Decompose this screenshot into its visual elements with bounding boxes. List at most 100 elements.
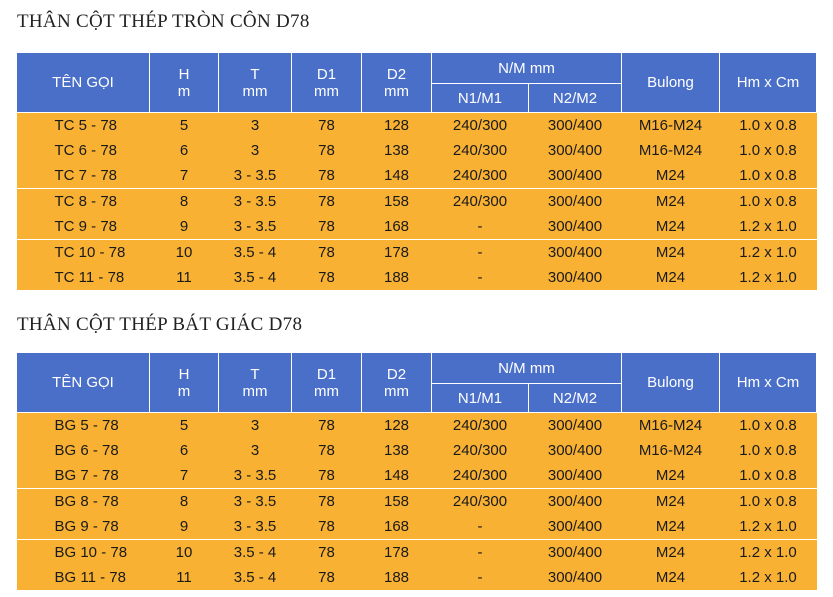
cell-d1: 78 <box>291 565 362 590</box>
cell-hmcm: 1.0 x 0.8 <box>719 112 817 138</box>
cell-n2m2: 300/400 <box>528 214 622 240</box>
cell-d1: 78 <box>291 488 362 514</box>
cell-h: 5 <box>149 412 219 438</box>
cell-d1: 78 <box>291 112 362 138</box>
table-row: BG 10 - 78 10 3.5 - 4 78 178 - 300/400 M… <box>16 539 817 565</box>
cell-d2: 188 <box>361 565 432 590</box>
cell-n1m1: 240/300 <box>431 438 529 463</box>
cell-bulong: M24 <box>621 239 720 265</box>
header-h-unit: m <box>177 382 191 400</box>
cell-h: 10 <box>149 539 219 565</box>
cell-hmcm: 1.0 x 0.8 <box>719 163 817 189</box>
cell-bulong: M24 <box>621 565 720 590</box>
cell-h: 9 <box>149 214 219 240</box>
cell-hmcm: 1.0 x 0.8 <box>719 188 817 214</box>
cell-d2: 168 <box>361 214 432 240</box>
table-row: BG 9 - 78 9 3 - 3.5 78 168 - 300/400 M24… <box>16 514 817 540</box>
header-d1-unit: mm <box>314 82 339 100</box>
header-t-unit: mm <box>242 82 268 100</box>
header-d2-unit: mm <box>384 382 409 400</box>
cell-n2m2: 300/400 <box>528 565 622 590</box>
cell-bulong: M24 <box>621 463 720 489</box>
cell-d2: 128 <box>361 412 432 438</box>
cell-h: 11 <box>149 265 219 290</box>
cell-bulong: M24 <box>621 539 720 565</box>
cell-n1m1: 240/300 <box>431 188 529 214</box>
cell-bulong: M16-M24 <box>621 412 720 438</box>
cell-d2: 148 <box>361 163 432 189</box>
cell-n1m1: - <box>431 239 529 265</box>
cell-d2: 168 <box>361 514 432 540</box>
header-t-label: T <box>250 365 260 383</box>
cell-t: 3 - 3.5 <box>218 514 292 540</box>
cell-n2m2: 300/400 <box>528 463 622 489</box>
header-bulong: Bulong <box>621 352 720 413</box>
cell-n2m2: 300/400 <box>528 412 622 438</box>
cell-hmcm: 1.2 x 1.0 <box>719 539 817 565</box>
cell-n2m2: 300/400 <box>528 138 622 163</box>
header-t-unit: mm <box>242 382 268 400</box>
header-hmcm: Hm x Cm <box>719 52 817 113</box>
cell-name: BG 11 - 78 <box>16 565 150 590</box>
cell-bulong: M24 <box>621 214 720 240</box>
table-row: BG 6 - 78 6 3 78 138 240/300 300/400 M16… <box>16 438 817 463</box>
cell-hmcm: 1.0 x 0.8 <box>719 463 817 489</box>
cell-d1: 78 <box>291 412 362 438</box>
cell-name: BG 6 - 78 <box>16 438 150 463</box>
cell-name: BG 5 - 78 <box>16 412 150 438</box>
cell-name: BG 7 - 78 <box>16 463 150 489</box>
cell-d2: 158 <box>361 488 432 514</box>
cell-name: TC 7 - 78 <box>16 163 150 189</box>
header-name: TÊN GỌI <box>16 52 150 113</box>
header-d1-unit: mm <box>314 382 339 400</box>
header-d2-unit: mm <box>384 82 409 100</box>
cell-h: 7 <box>149 163 219 189</box>
header-t-label: T <box>250 65 260 83</box>
cell-h: 8 <box>149 188 219 214</box>
cell-n1m1: 240/300 <box>431 112 529 138</box>
cell-n2m2: 300/400 <box>528 163 622 189</box>
cell-hmcm: 1.0 x 0.8 <box>719 438 817 463</box>
cell-name: BG 9 - 78 <box>16 514 150 540</box>
cell-n1m1: - <box>431 265 529 290</box>
header-n2m2: N2/M2 <box>528 83 622 113</box>
header-h-label: H <box>178 365 190 383</box>
header-hmcm: Hm x Cm <box>719 352 817 413</box>
header-d1: D1 mm <box>291 52 362 113</box>
table-row: TC 8 - 78 8 3 - 3.5 78 158 240/300 300/4… <box>16 188 817 214</box>
cell-d2: 178 <box>361 239 432 265</box>
cell-d2: 138 <box>361 138 432 163</box>
cell-t: 3 - 3.5 <box>218 214 292 240</box>
cell-d2: 148 <box>361 463 432 489</box>
cell-d1: 78 <box>291 163 362 189</box>
cell-t: 3.5 - 4 <box>218 265 292 290</box>
cell-d2: 138 <box>361 438 432 463</box>
cell-hmcm: 1.0 x 0.8 <box>719 138 817 163</box>
cell-name: BG 10 - 78 <box>16 539 150 565</box>
cell-h: 6 <box>149 138 219 163</box>
table-row: TC 5 - 78 5 3 78 128 240/300 300/400 M16… <box>16 112 817 138</box>
cell-name: TC 8 - 78 <box>16 188 150 214</box>
cell-n1m1: 240/300 <box>431 163 529 189</box>
cell-bulong: M16-M24 <box>621 438 720 463</box>
header-nm: N/M mm <box>431 352 622 384</box>
cell-d1: 78 <box>291 463 362 489</box>
cell-bulong: M24 <box>621 488 720 514</box>
cell-t: 3 <box>218 112 292 138</box>
cell-n2m2: 300/400 <box>528 265 622 290</box>
cell-t: 3 - 3.5 <box>218 488 292 514</box>
cell-hmcm: 1.0 x 0.8 <box>719 488 817 514</box>
cell-h: 8 <box>149 488 219 514</box>
cell-name: BG 8 - 78 <box>16 488 150 514</box>
cell-d1: 78 <box>291 214 362 240</box>
cell-hmcm: 1.2 x 1.0 <box>719 514 817 540</box>
cell-t: 3 <box>218 138 292 163</box>
cell-n1m1: 240/300 <box>431 138 529 163</box>
header-d1: D1 mm <box>291 352 362 413</box>
section-title-tron-con: THÂN CỘT THÉP TRÒN CÔN D78 <box>17 11 310 32</box>
cell-d1: 78 <box>291 239 362 265</box>
cell-n1m1: - <box>431 214 529 240</box>
cell-n1m1: 240/300 <box>431 463 529 489</box>
cell-h: 7 <box>149 463 219 489</box>
cell-n2m2: 300/400 <box>528 514 622 540</box>
